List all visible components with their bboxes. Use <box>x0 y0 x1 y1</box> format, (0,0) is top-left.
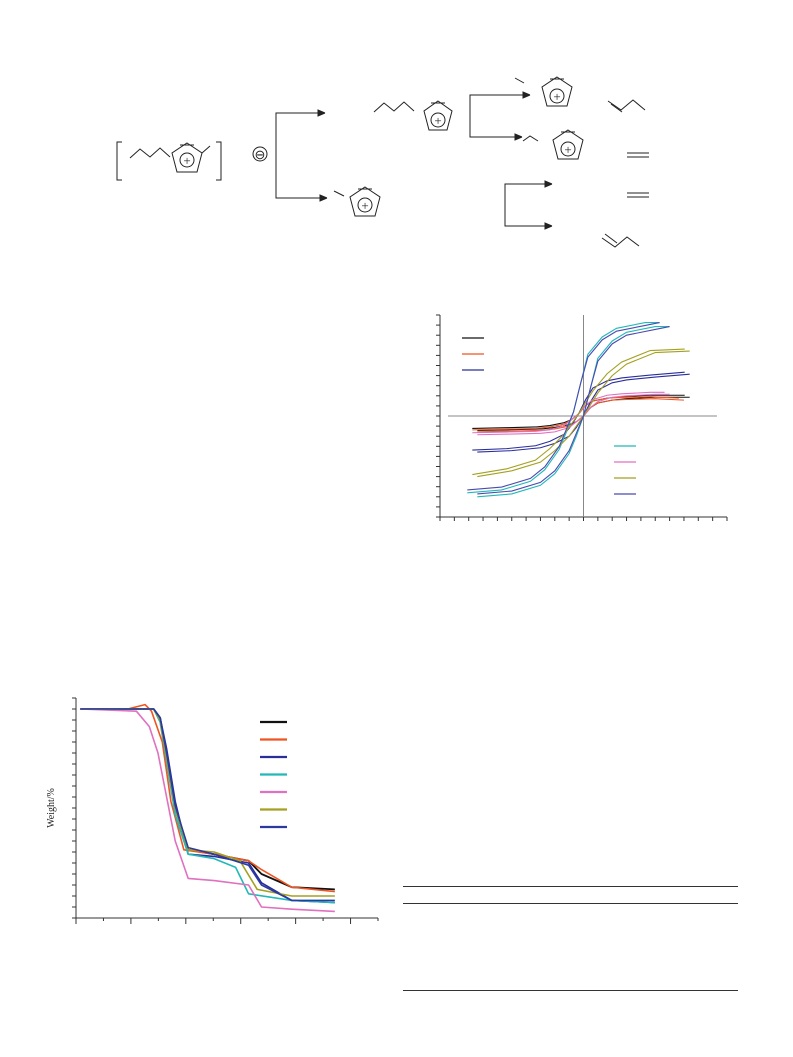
table-bottom-rule <box>403 990 738 991</box>
svg-text:+: + <box>183 153 190 168</box>
imidazolium-ring-parent <box>171 142 203 173</box>
butyl-chain-parent <box>129 147 171 159</box>
anion-charge <box>252 146 268 162</box>
table-top-rule <box>403 886 738 887</box>
table-header-rule <box>403 903 738 904</box>
series-line-7 <box>80 708 335 902</box>
butyl-chain-product <box>373 101 415 113</box>
tga-chart: Weight/% <box>46 697 379 924</box>
decomposition-scheme: ⊖ + + + + + <box>116 76 649 248</box>
series-line-2 <box>477 398 684 433</box>
left-bracket <box>116 141 122 181</box>
series-line-1 <box>80 708 335 891</box>
series-line-4 <box>80 708 335 904</box>
svg-text:+: + <box>564 142 571 157</box>
series-line-3-return <box>472 371 685 451</box>
cation-charge-parent <box>179 152 195 168</box>
series-line-6-return <box>472 348 685 476</box>
svg-text:+: + <box>553 89 560 104</box>
series-line-4-return <box>467 321 660 494</box>
series-line-6 <box>80 708 335 897</box>
y-axis-label: Weight/% <box>46 788 57 828</box>
butene-fragment <box>607 99 646 111</box>
svg-text:+: + <box>434 113 441 128</box>
branch-arrows <box>275 112 325 199</box>
series-line-7-return <box>467 322 660 491</box>
series-line-5 <box>80 708 335 913</box>
svg-text:+: + <box>361 198 368 213</box>
butene-fragment-2 <box>601 236 640 248</box>
imidazolium-ring-methyl <box>349 186 381 217</box>
series-line-2 <box>80 703 335 893</box>
series-line-7 <box>477 326 670 495</box>
right-bracket <box>216 141 222 181</box>
imidazolium-ring-butyl <box>423 100 453 131</box>
anion-symbol: ⊖ <box>255 147 266 162</box>
magnetization-chart <box>436 314 728 521</box>
series-line-3 <box>80 708 335 904</box>
